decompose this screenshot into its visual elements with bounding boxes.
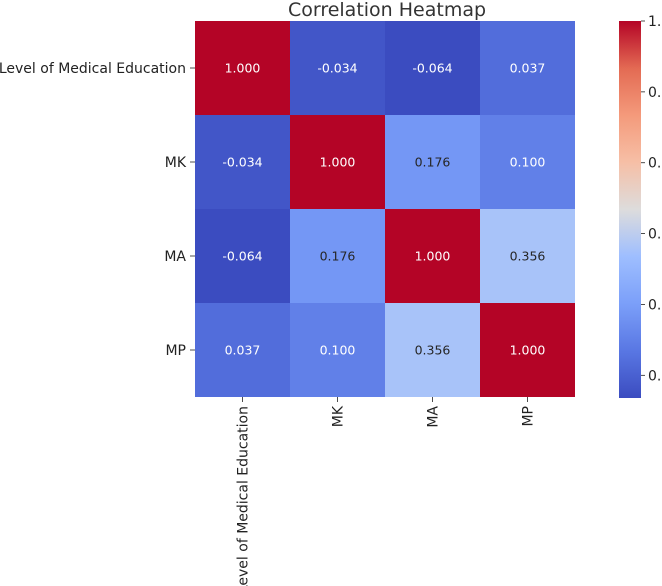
cell-value-r1-c2: 0.176 [415, 155, 451, 170]
x-tick-label-0: Level of Medical Education [236, 406, 252, 586]
heatmap-cell-r0-c0 [195, 21, 290, 115]
colorbar-tick-label-1: 0.2 [648, 297, 662, 313]
heatmap-cell-r1-c0 [195, 115, 290, 209]
colorbar-tick-label-3: 0.6 [648, 156, 662, 172]
heatmap-cell-r1-c1 [290, 115, 385, 209]
cell-value-r0-c2: -0.064 [412, 61, 452, 76]
cell-value-r3-c3: 1.000 [510, 343, 546, 358]
heatmap-cell-r0-c1 [290, 21, 385, 115]
heatmap-cell-r2-c2 [385, 209, 480, 303]
heatmap-cell-r3-c2 [385, 303, 480, 397]
y-tick-label-3: MP [165, 343, 186, 359]
cell-value-r1-c1: 1.000 [320, 155, 356, 170]
heatmap-cell-r3-c1 [290, 303, 385, 397]
y-tick-label-0: Level of Medical Education [0, 61, 186, 77]
heatmap-cell-r2-c3 [480, 209, 575, 303]
y-axis-tick-labels: Level of Medical Education MK MA MP [0, 61, 195, 359]
colorbar-tick-label-0: 0.0 [648, 368, 662, 384]
cell-value-r2-c2: 1.000 [415, 249, 451, 264]
x-tick-label-2: MA [426, 406, 442, 428]
colorbar-tick-label-2: 0.4 [648, 227, 662, 243]
cell-value-r1-c3: 0.100 [510, 155, 546, 170]
cell-value-r2-c0: -0.064 [222, 249, 262, 264]
colorbar-ticks: 0.0 0.2 0.4 0.6 0.8 1.0 [641, 14, 662, 384]
colorbar-tick-label-4: 0.8 [648, 85, 662, 101]
heatmap-cells [195, 21, 575, 397]
heatmap-cell-r0-c3 [480, 21, 575, 115]
heatmap-cell-r1-c3 [480, 115, 575, 209]
cell-value-r3-c2: 0.356 [415, 343, 451, 358]
y-tick-label-1: MK [165, 155, 187, 171]
heatmap-cell-r2-c1 [290, 209, 385, 303]
heatmap-cell-r2-c0 [195, 209, 290, 303]
x-tick-label-1: MK [331, 405, 347, 427]
cell-value-r0-c1: -0.034 [317, 61, 357, 76]
colorbar-tick-label-5: 1.0 [648, 14, 662, 30]
cell-value-r1-c0: -0.034 [222, 155, 262, 170]
colorbar [619, 21, 641, 398]
x-tick-label-3: MP [521, 406, 537, 427]
heatmap-cell-r1-c2 [385, 115, 480, 209]
cell-value-r3-c1: 0.100 [320, 343, 356, 358]
cell-value-r0-c0: 1.000 [225, 61, 261, 76]
cell-value-r3-c0: 0.037 [225, 343, 261, 358]
heatmap-cell-labels: 1.000 -0.034 -0.064 0.037 -0.034 1.000 0.176 0.… [222, 61, 545, 358]
cell-value-r2-c3: 0.356 [510, 249, 546, 264]
chart-title: Correlation Heatmap [288, 0, 486, 21]
heatmap-cell-r3-c0 [195, 303, 290, 397]
cell-value-r0-c3: 0.037 [510, 61, 546, 76]
x-axis-tick-labels: Level of Medical Education MK MA MP [236, 397, 537, 586]
heatmap-cell-r3-c3 [480, 303, 575, 397]
heatmap-cell-r0-c2 [385, 21, 480, 115]
y-tick-label-2: MA [164, 249, 186, 265]
cell-value-r2-c1: 0.176 [320, 249, 356, 264]
